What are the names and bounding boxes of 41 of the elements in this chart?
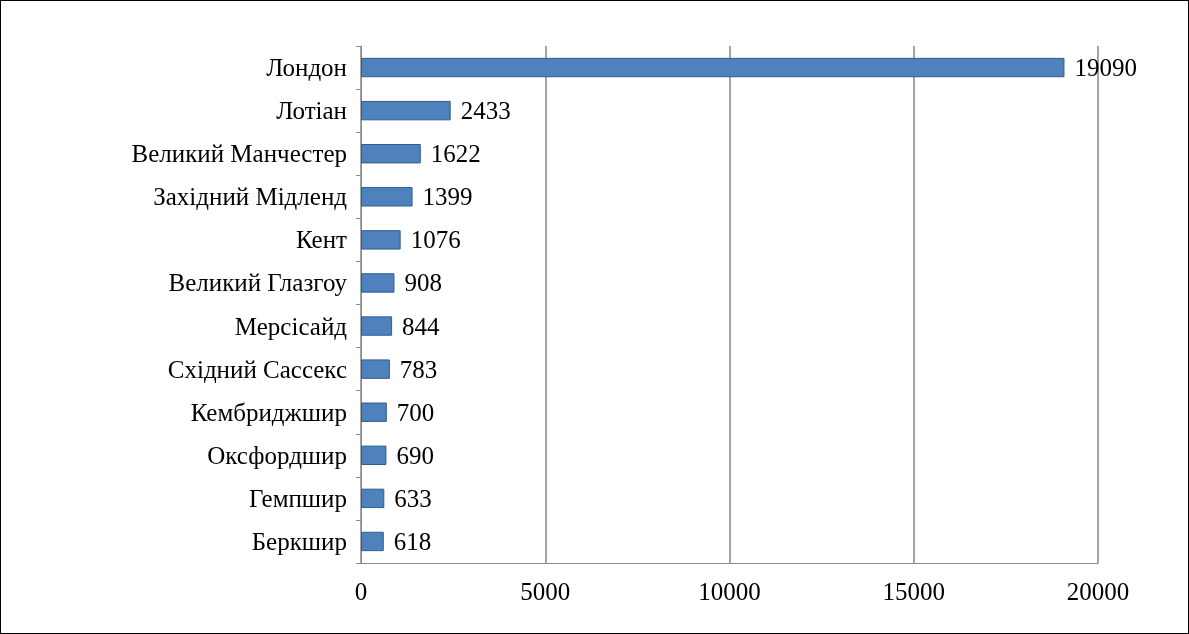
data-label: 1076	[410, 226, 461, 254]
y-tick-label: Кембриджшир	[190, 398, 347, 426]
data-label: 690	[396, 441, 434, 469]
y-tick-label: Беркшир	[251, 527, 347, 555]
data-label: 908	[404, 269, 442, 297]
x-tick-label: 5000	[520, 578, 571, 605]
y-tick-label: Великий Глазгоу	[168, 269, 348, 297]
y-tick-label: Кент	[295, 226, 348, 254]
y-tick-label: Гемпшир	[249, 484, 347, 512]
data-label: 633	[394, 484, 432, 512]
bar	[361, 488, 385, 509]
bar	[361, 273, 395, 293]
bar	[361, 531, 384, 552]
data-label: 1399	[422, 183, 473, 211]
data-label: 1622	[430, 140, 481, 168]
bar	[361, 402, 387, 422]
y-tick-label: Великий Манчестер	[131, 140, 347, 168]
x-tick-label: 0	[354, 578, 368, 605]
data-label: 844	[402, 312, 441, 340]
data-label: 19090	[1074, 54, 1137, 82]
bar	[361, 144, 421, 164]
y-tick-label: Мерсісайд	[234, 312, 348, 340]
x-tick-label: 20000	[1066, 578, 1130, 605]
y-tick-label: Оксфордшир	[207, 441, 347, 469]
data-label: 783	[399, 355, 438, 383]
y-tick-label: Лотіан	[276, 97, 347, 125]
y-tick-label: Східний Сассекс	[167, 355, 347, 383]
x-tick-label: 15000	[882, 578, 945, 605]
bar	[361, 100, 451, 121]
bar	[361, 230, 401, 250]
bar	[361, 316, 393, 336]
data-label: 618	[393, 527, 432, 555]
bar	[361, 57, 1065, 78]
bar	[361, 445, 387, 465]
y-tick-label: Західний Мідленд	[153, 183, 348, 211]
x-tick-label: 10000	[698, 578, 761, 605]
y-tick-label: Лондон	[266, 54, 347, 82]
data-label: 700	[396, 398, 435, 426]
bar	[361, 187, 413, 207]
data-label: 2433	[460, 97, 511, 125]
bar	[361, 359, 390, 379]
